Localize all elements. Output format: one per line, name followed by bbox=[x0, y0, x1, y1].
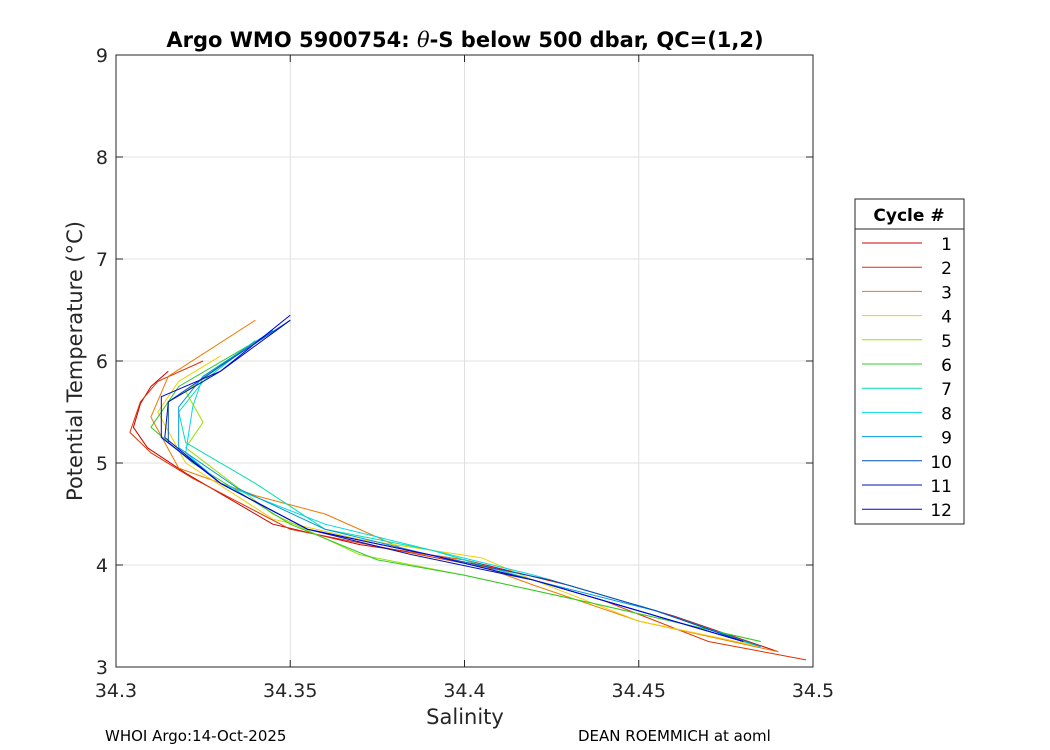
series-line-cycle-4 bbox=[157, 355, 761, 648]
y-tick-label: 4 bbox=[96, 555, 108, 577]
x-tick-label: 34.4 bbox=[443, 680, 485, 702]
legend-label-cycle-11: 11 bbox=[930, 477, 952, 497]
x-axis-label: Salinity bbox=[426, 705, 504, 729]
legend-label-cycle-6: 6 bbox=[941, 356, 952, 376]
x-tick-label: 34.5 bbox=[792, 680, 834, 702]
y-axis-label: Potential Temperature (°C) bbox=[63, 221, 87, 501]
x-tick-label: 34.45 bbox=[612, 680, 666, 702]
y-tick-label: 3 bbox=[96, 657, 108, 679]
legend-box bbox=[854, 198, 965, 525]
legend-label-cycle-1: 1 bbox=[941, 235, 952, 255]
axis-ticks: 34.3 34.35 34.4 34.45 34.5 3 4 5 6 7 8 9 bbox=[95, 45, 834, 702]
x-tick-label: 34.3 bbox=[95, 680, 137, 702]
series-line-cycle-9 bbox=[178, 329, 761, 648]
series-line-cycle-12 bbox=[160, 314, 744, 642]
series-line-cycle-2 bbox=[129, 360, 807, 661]
series-line-cycle-3 bbox=[150, 319, 779, 653]
legend-label-cycle-4: 4 bbox=[941, 308, 952, 328]
legend-label-cycle-2: 2 bbox=[941, 259, 952, 279]
legend-label-cycle-7: 7 bbox=[941, 380, 952, 400]
chart-title-prefix: Argo WMO 5900754: bbox=[166, 28, 417, 52]
legend-label-cycle-5: 5 bbox=[941, 332, 952, 352]
footer-right: DEAN ROEMMICH at aoml bbox=[578, 727, 771, 745]
legend-label-cycle-10: 10 bbox=[930, 453, 952, 473]
legend-label-cycle-9: 9 bbox=[941, 429, 952, 449]
y-tick-label: 5 bbox=[96, 453, 108, 475]
legend-title: Cycle # bbox=[873, 206, 944, 226]
chart-title: Argo WMO 5900754: θ-S below 500 dbar, QC… bbox=[166, 28, 763, 52]
chart-title-suffix: -S below 500 dbar, QC=(1,2) bbox=[430, 28, 764, 52]
y-tick-label: 9 bbox=[96, 45, 108, 67]
x-tick-label: 34.35 bbox=[263, 680, 317, 702]
series-line-cycle-6 bbox=[150, 345, 761, 642]
series-lines bbox=[129, 314, 807, 661]
legend-label-cycle-8: 8 bbox=[941, 404, 952, 424]
legend-label-cycle-3: 3 bbox=[941, 283, 952, 303]
legend-label-cycle-12: 12 bbox=[930, 501, 952, 521]
plot-area: 34.3 34.35 34.4 34.45 34.5 3 4 5 6 7 8 9 bbox=[95, 45, 834, 702]
y-tick-label: 7 bbox=[96, 249, 108, 271]
y-tick-label: 8 bbox=[96, 147, 108, 169]
footer-left: WHOI Argo:14-Oct-2025 bbox=[105, 727, 286, 745]
y-tick-label: 6 bbox=[96, 351, 108, 373]
chart-title-theta: θ bbox=[417, 28, 430, 52]
